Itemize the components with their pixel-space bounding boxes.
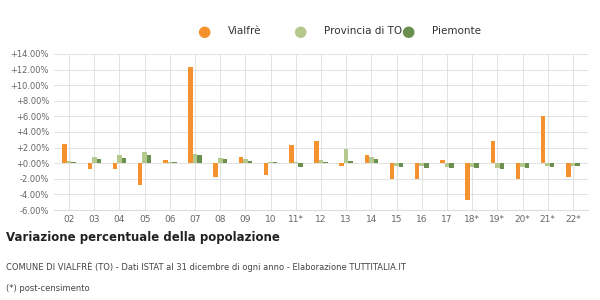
Bar: [491, 141, 495, 163]
Bar: [470, 163, 475, 167]
Bar: [71, 162, 76, 163]
Bar: [239, 157, 243, 163]
Bar: [495, 163, 500, 168]
Bar: [188, 67, 193, 163]
Bar: [419, 163, 424, 166]
Bar: [97, 159, 101, 163]
Bar: [92, 157, 97, 163]
Text: Piemonte: Piemonte: [432, 26, 481, 37]
Bar: [138, 163, 142, 185]
Bar: [550, 163, 554, 167]
Bar: [163, 160, 167, 163]
Bar: [466, 163, 470, 200]
Bar: [167, 162, 172, 163]
Bar: [415, 163, 419, 179]
Bar: [520, 163, 525, 167]
Bar: [273, 162, 277, 163]
Bar: [374, 159, 378, 163]
Text: Provincia di TO: Provincia di TO: [324, 26, 402, 37]
Bar: [319, 160, 323, 163]
Bar: [516, 163, 520, 179]
Bar: [117, 154, 122, 163]
Text: ●: ●: [293, 24, 307, 39]
Bar: [298, 163, 302, 167]
Bar: [268, 162, 273, 163]
Bar: [193, 154, 197, 163]
Text: COMUNE DI VIALFRÈ (TO) - Dati ISTAT al 31 dicembre di ogni anno - Elaborazione T: COMUNE DI VIALFRÈ (TO) - Dati ISTAT al 3…: [6, 262, 406, 272]
Bar: [566, 163, 571, 177]
Bar: [197, 155, 202, 163]
Bar: [475, 163, 479, 168]
Bar: [575, 163, 580, 166]
Bar: [172, 162, 176, 163]
Bar: [314, 141, 319, 163]
Bar: [243, 159, 248, 163]
Bar: [344, 149, 349, 163]
Text: (*) post-censimento: (*) post-censimento: [6, 284, 89, 293]
Bar: [323, 162, 328, 163]
Bar: [264, 163, 268, 175]
Bar: [289, 145, 293, 163]
Bar: [349, 161, 353, 163]
Bar: [248, 161, 252, 163]
Text: ●: ●: [401, 24, 415, 39]
Bar: [571, 163, 575, 166]
Bar: [147, 155, 151, 163]
Bar: [62, 144, 67, 163]
Bar: [390, 163, 394, 179]
Bar: [142, 152, 147, 163]
Bar: [67, 161, 71, 163]
Text: Vialfrè: Vialfrè: [228, 26, 262, 37]
Bar: [525, 163, 529, 168]
Bar: [340, 163, 344, 166]
Bar: [424, 163, 428, 168]
Bar: [214, 163, 218, 177]
Text: Variazione percentuale della popolazione: Variazione percentuale della popolazione: [6, 232, 280, 244]
Text: ●: ●: [197, 24, 211, 39]
Bar: [440, 160, 445, 163]
Bar: [445, 163, 449, 167]
Bar: [365, 154, 369, 163]
Bar: [399, 163, 403, 167]
Bar: [369, 157, 374, 163]
Bar: [88, 163, 92, 170]
Bar: [394, 163, 399, 166]
Bar: [500, 163, 504, 170]
Bar: [122, 158, 126, 163]
Bar: [113, 163, 117, 170]
Bar: [293, 162, 298, 163]
Bar: [449, 163, 454, 168]
Bar: [218, 158, 223, 163]
Bar: [545, 163, 550, 166]
Bar: [541, 116, 545, 163]
Bar: [223, 159, 227, 163]
